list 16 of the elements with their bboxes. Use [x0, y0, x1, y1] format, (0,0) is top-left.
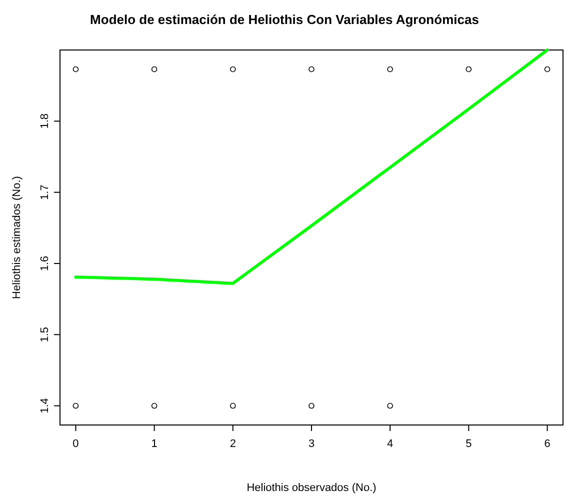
x-tick-label: 5	[466, 438, 472, 450]
line-series	[74, 48, 549, 285]
chart-title: Modelo de estimación de Heliothis Con Variables Agronómicas	[90, 12, 479, 27]
x-tick-label: 4	[387, 438, 394, 450]
y-tick-label: 1.7	[39, 184, 51, 200]
y-tick-label: 1.8	[39, 114, 51, 129]
y-tick-label: 1.4	[39, 398, 51, 414]
y-tick-label: 1.5	[39, 326, 51, 342]
x-axis-title: Heliothis observados (No.)	[246, 482, 376, 494]
x-tick-label: 2	[230, 438, 236, 450]
y-tick-label: 1.6	[39, 256, 51, 272]
x-tick-label: 6	[544, 438, 550, 450]
y-axis-title: Heliothis estimados (No.)	[11, 176, 23, 299]
x-tick-label: 3	[308, 438, 315, 450]
x-tick-label: 0	[72, 438, 79, 450]
x-tick-label: 1	[151, 438, 158, 450]
